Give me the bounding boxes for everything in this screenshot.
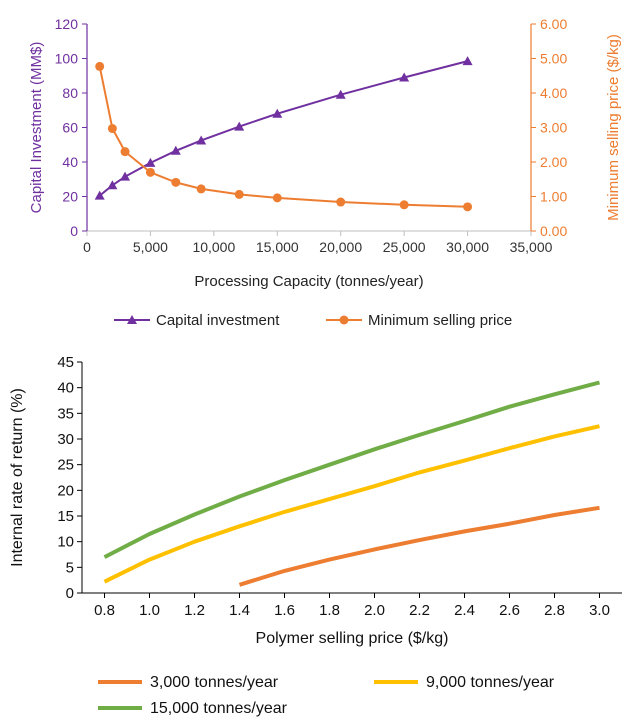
triangle-marker (335, 89, 346, 99)
y-tick-label: 35 (57, 405, 74, 422)
capacity-chart: 0 5,000 10,000 15,000 20,000 25,000 30,000 35,0… (28, 16, 622, 329)
series-line (99, 60, 468, 197)
legend-label: 3,000 tonnes/year (150, 674, 279, 691)
legend-circle-marker (339, 315, 349, 325)
x-axis-title: Processing Capacity (tonnes/year) (194, 273, 423, 290)
y-right-tick-label: 0.00 (540, 223, 567, 239)
y-right-axis-title: Minimum selling price ($/kg) (605, 34, 622, 221)
x-tick-label: 15,000 (256, 239, 299, 255)
triangle-marker (107, 180, 118, 190)
x-tick-label: 0.8 (94, 602, 115, 619)
y-tick-label: 30 (57, 431, 74, 448)
x-tick-label: 2.4 (454, 602, 475, 619)
y-left-tick-label: 120 (55, 16, 79, 32)
y-tick-label: 40 (57, 380, 74, 397)
triangle-marker (170, 145, 181, 155)
triangle-marker (399, 72, 410, 82)
circle-marker (196, 184, 206, 194)
circle-marker (145, 167, 155, 177)
legend-label: Capital investment (156, 312, 280, 329)
y-left-tick-label: 0 (70, 223, 78, 239)
triangle-marker (462, 56, 473, 66)
triangle-marker (196, 135, 207, 145)
legend-label: 9,000 tonnes/year (426, 674, 555, 691)
y-left-tick-label: 80 (62, 85, 78, 101)
legend-label: 15,000 tonnes/year (150, 700, 288, 717)
x-tick-label: 25,000 (383, 239, 426, 255)
x-tick-label: 1.8 (319, 602, 340, 619)
x-axis-title: Polymer selling price ($/kg) (256, 630, 449, 647)
x-tick-label: 2.0 (364, 602, 385, 619)
circle-marker (272, 193, 282, 203)
x-tick-label: 2.8 (544, 602, 565, 619)
x-tick-label: 2.6 (499, 602, 520, 619)
y-tick-label: 45 (57, 354, 74, 371)
y-left-tick-label: 40 (62, 154, 78, 170)
x-tick-label: 1.4 (229, 602, 250, 619)
triangle-marker (94, 190, 105, 200)
triangle-marker (234, 121, 245, 131)
x-tick-label: 1.2 (184, 602, 205, 619)
x-tick-label: 3.0 (589, 602, 610, 619)
x-tick-label: 1.0 (139, 602, 160, 619)
y-right-tick-label: 2.00 (540, 154, 567, 170)
y-tick-label: 15 (57, 508, 74, 525)
y-tick-label: 20 (57, 482, 74, 499)
legend-label: Minimum selling price (368, 312, 512, 329)
y-tick-label: 5 (66, 559, 74, 576)
irr-chart: 0 5 10 15 20 25 30 35 40 45 0.8 1.0 1.2 1.4 1.6 1.8 2.0 2… (9, 354, 622, 717)
x-tick-label: 5,000 (133, 239, 168, 255)
y-right-tick-label: 3.00 (540, 120, 567, 136)
x-tick-label: 30,000 (446, 239, 489, 255)
circle-marker (107, 124, 117, 134)
x-tick-label: 1.6 (274, 602, 295, 619)
y-tick-label: 0 (66, 585, 74, 602)
circle-marker (234, 189, 244, 199)
circle-marker (120, 147, 130, 157)
y-tick-label: 10 (57, 534, 74, 551)
legend-triangle-marker (127, 315, 137, 324)
circle-marker (95, 61, 105, 71)
series-line (103, 380, 601, 559)
circle-marker (399, 200, 409, 210)
triangle-marker (272, 108, 283, 118)
x-tick-label: 20,000 (319, 239, 362, 255)
circle-marker (171, 177, 181, 187)
y-left-tick-label: 100 (55, 51, 79, 67)
y-right-tick-label: 5.00 (540, 51, 567, 67)
circle-marker (336, 197, 346, 207)
triangle-marker (120, 171, 131, 181)
x-tick-label: 0 (83, 239, 91, 255)
y-right-tick-label: 1.00 (540, 189, 567, 205)
y-right-tick-label: 4.00 (540, 85, 567, 101)
y-axis-title: Internal rate of return (%) (9, 388, 26, 567)
series-line (103, 424, 600, 584)
x-tick-label: 2.2 (409, 602, 430, 619)
series-line (98, 66, 468, 208)
y-left-axis-title: Capital Investment (MM$) (28, 42, 45, 214)
y-left-tick-label: 60 (62, 120, 78, 136)
y-left-tick-label: 20 (62, 189, 78, 205)
series-line (238, 505, 600, 587)
y-right-tick-label: 6.00 (540, 16, 567, 32)
x-tick-label: 35,000 (510, 239, 553, 255)
x-tick-label: 10,000 (192, 239, 235, 255)
circle-marker (463, 202, 473, 212)
y-tick-label: 25 (57, 457, 74, 474)
triangle-marker (145, 157, 156, 167)
